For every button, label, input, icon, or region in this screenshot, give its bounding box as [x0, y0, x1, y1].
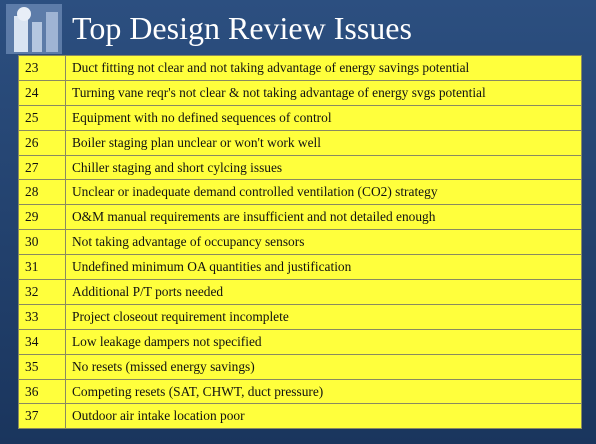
issue-text: Competing resets (SAT, CHWT, duct pressu…: [65, 378, 582, 405]
issue-text: Boiler staging plan unclear or won't wor…: [65, 129, 582, 156]
issue-text: Project closeout requirement incomplete: [65, 303, 582, 330]
table-row: 36 Competing resets (SAT, CHWT, duct pres…: [18, 378, 582, 405]
issue-text: Unclear or inadequate demand controlled …: [65, 179, 582, 206]
table-row: 32 Additional P/T ports needed: [18, 279, 582, 305]
table-row: 23 Duct fitting not clear and not taking …: [18, 55, 582, 81]
table-row: 34 Low leakage dampers not specified: [18, 328, 582, 355]
issues-table: 23 Duct fitting not clear and not taking …: [18, 55, 582, 430]
issue-text: Undefined minimum OA quantities and just…: [65, 254, 582, 281]
table-row: 30 Not taking advantage of occupancy sens…: [18, 229, 582, 256]
issue-number: 28: [18, 179, 66, 206]
issue-number: 31: [18, 254, 66, 281]
table-row: 25 Equipment with no defined sequences of…: [18, 104, 582, 131]
issue-number: 33: [18, 303, 66, 330]
issue-text: O&M manual requirements are insufficient…: [65, 204, 582, 231]
slide-title: Top Design Review Issues: [72, 10, 412, 46]
issue-text: Not taking advantage of occupancy sensor…: [65, 229, 582, 256]
issue-number: 32: [18, 279, 66, 305]
issue-number: 34: [18, 328, 66, 355]
issue-number: 26: [18, 129, 66, 156]
issue-number: 25: [18, 104, 66, 131]
issue-number: 35: [18, 353, 66, 380]
issue-text: Equipment with no defined sequences of c…: [65, 104, 582, 131]
issue-text: Duct fitting not clear and not taking ad…: [65, 55, 582, 81]
table-row: 28 Unclear or inadequate demand controlle…: [18, 179, 582, 206]
issue-number: 29: [18, 204, 66, 231]
issue-number: 24: [18, 79, 66, 106]
issue-number: 23: [18, 55, 66, 81]
table-row: 27 Chiller staging and short cylcing issu…: [18, 154, 582, 181]
issue-text: Turning vane reqr's not clear & not taki…: [65, 79, 582, 106]
table-row: 29 O&M manual requirements are insufficie…: [18, 204, 582, 231]
issue-number: 36: [18, 378, 66, 405]
issue-number: 30: [18, 229, 66, 256]
table-row: 26 Boiler staging plan unclear or won't w…: [18, 129, 582, 156]
issue-text: Additional P/T ports needed: [65, 279, 582, 305]
issue-text: Low leakage dampers not specified: [65, 328, 582, 355]
issue-number: 27: [18, 154, 66, 181]
issue-text: No resets (missed energy savings): [65, 353, 582, 380]
logo: [6, 4, 62, 54]
table-row: 24 Turning vane reqr's not clear & not ta…: [18, 79, 582, 106]
issue-text: Chiller staging and short cylcing issues: [65, 154, 582, 181]
table-row: 33 Project closeout requirement incomplet…: [18, 303, 582, 330]
issue-number: 37: [18, 403, 66, 430]
table-row: 37 Outdoor air intake location poor: [18, 403, 582, 430]
table-row: 31 Undefined minimum OA quantities and ju…: [18, 254, 582, 281]
table-row: 35 No resets (missed energy savings): [18, 353, 582, 380]
issue-text: Outdoor air intake location poor: [65, 403, 582, 430]
